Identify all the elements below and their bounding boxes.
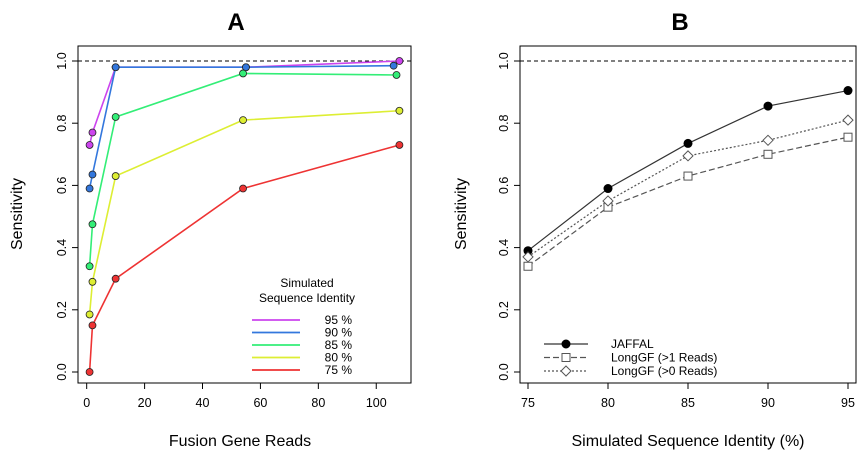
panel-b-y-axis: 0.0 0.2 0.4 0.6 0.8 1.0 xyxy=(497,52,520,381)
y-tick-label: 0.0 xyxy=(497,363,511,380)
data-point xyxy=(88,277,97,286)
series-line-90-percent xyxy=(88,64,394,189)
panel-b: B 0.0 0.2 0.4 0.6 0.8 1.0 75 80 85 90 95 Simulate… xyxy=(453,9,857,450)
data-point xyxy=(111,113,120,121)
data-point xyxy=(395,106,404,115)
data-point xyxy=(843,86,853,96)
y-tick-label: 0.8 xyxy=(55,114,69,131)
x-tick-label: 0 xyxy=(83,396,90,410)
y-tick-label: 0.2 xyxy=(497,301,511,318)
series-line-80-percent xyxy=(88,109,400,315)
y-tick-label: 0.6 xyxy=(497,177,511,194)
legend-label: 85 % xyxy=(325,338,353,352)
data-point xyxy=(242,63,250,72)
data-point xyxy=(111,172,120,180)
x-tick-label: 75 xyxy=(521,396,535,410)
panel-b-title: B xyxy=(671,9,688,36)
x-tick-label: 90 xyxy=(761,396,775,410)
x-tick-label: 80 xyxy=(601,396,615,410)
legend-label: JAFFAL xyxy=(611,337,654,351)
y-tick-label: 0.4 xyxy=(497,239,511,256)
data-point xyxy=(111,274,120,283)
data-point xyxy=(763,101,773,111)
data-point xyxy=(843,132,853,142)
data-point xyxy=(602,195,614,207)
panel-a-title: A xyxy=(227,9,244,36)
data-point xyxy=(85,368,94,376)
data-point xyxy=(389,61,398,70)
panel-b-series xyxy=(522,86,854,271)
y-tick-label: 0.8 xyxy=(497,114,511,131)
data-point xyxy=(842,114,854,126)
y-tick-label: 1.0 xyxy=(55,52,69,69)
panel-b-frame xyxy=(519,45,857,384)
panel-a-x-axis-title: Fusion Gene Reads xyxy=(169,433,311,450)
x-tick-label: 80 xyxy=(311,396,325,410)
y-tick-label: 0.4 xyxy=(55,239,69,256)
panel-a-y-axis-title: Sensitivity xyxy=(9,178,26,250)
series-line-85-percent xyxy=(88,72,397,267)
data-point xyxy=(762,134,774,147)
data-point xyxy=(523,261,533,271)
panel-a-legend: Simulated Sequence Identity 95 %90 %85 %… xyxy=(252,276,355,377)
legend-label: 95 % xyxy=(325,313,353,327)
data-point xyxy=(85,262,94,271)
y-tick-label: 0.6 xyxy=(55,177,69,194)
x-tick-label: 85 xyxy=(681,396,695,410)
x-tick-label: 20 xyxy=(138,396,152,410)
legend-title-line2: Sequence Identity xyxy=(259,291,355,305)
data-point xyxy=(88,321,97,330)
data-point xyxy=(683,171,693,181)
data-point xyxy=(561,339,571,349)
data-point xyxy=(88,220,97,229)
legend-label: 90 % xyxy=(325,326,353,340)
data-point xyxy=(522,251,534,263)
panel-a-series xyxy=(85,57,404,376)
data-point xyxy=(763,149,773,159)
data-point xyxy=(603,184,613,194)
panel-b-y-axis-title: Sensitivity xyxy=(453,178,470,250)
y-tick-label: 0.2 xyxy=(55,301,69,318)
data-point xyxy=(111,63,120,72)
data-point xyxy=(560,365,572,377)
legend-title-line1: Simulated xyxy=(280,276,333,290)
data-point xyxy=(85,184,94,193)
x-tick-label: 60 xyxy=(253,396,267,410)
data-point xyxy=(88,170,97,179)
data-point xyxy=(395,57,404,65)
panel-a-frame xyxy=(77,45,412,384)
legend-label: 80 % xyxy=(325,351,353,365)
data-point xyxy=(85,310,94,319)
data-point xyxy=(392,71,401,79)
panel-b-x-axis: 75 80 85 90 95 xyxy=(521,383,855,410)
y-tick-label: 0.0 xyxy=(55,363,69,380)
legend-label: 75 % xyxy=(325,363,353,377)
y-tick-label: 1.0 xyxy=(497,52,511,69)
data-point xyxy=(682,150,694,162)
series-line-75-percent xyxy=(88,144,400,373)
series-line xyxy=(527,89,849,252)
panel-a-y-axis: 0.0 0.2 0.4 0.6 0.8 1.0 xyxy=(55,52,78,381)
data-point xyxy=(395,141,404,149)
data-point xyxy=(88,128,97,137)
x-tick-label: 95 xyxy=(841,396,855,410)
data-point xyxy=(239,69,247,78)
data-point xyxy=(239,184,247,193)
legend-label: LongGF (>0 Reads) xyxy=(611,364,717,378)
x-tick-label: 40 xyxy=(196,396,210,410)
data-point xyxy=(683,138,693,148)
legend-label: LongGF (>1 Reads) xyxy=(611,351,717,365)
data-point xyxy=(85,141,94,149)
panel-a-x-axis: 0 20 40 60 80 100 xyxy=(83,383,387,410)
panel-a: A 0.0 0.2 0.4 0.6 0.8 1.0 0 20 40 60 80 100 Fusion… xyxy=(9,9,412,450)
x-tick-label: 100 xyxy=(366,396,387,410)
data-point xyxy=(239,116,247,124)
data-point xyxy=(561,353,571,362)
panel-b-x-axis-title: Simulated Sequence Identity (%) xyxy=(571,433,804,450)
